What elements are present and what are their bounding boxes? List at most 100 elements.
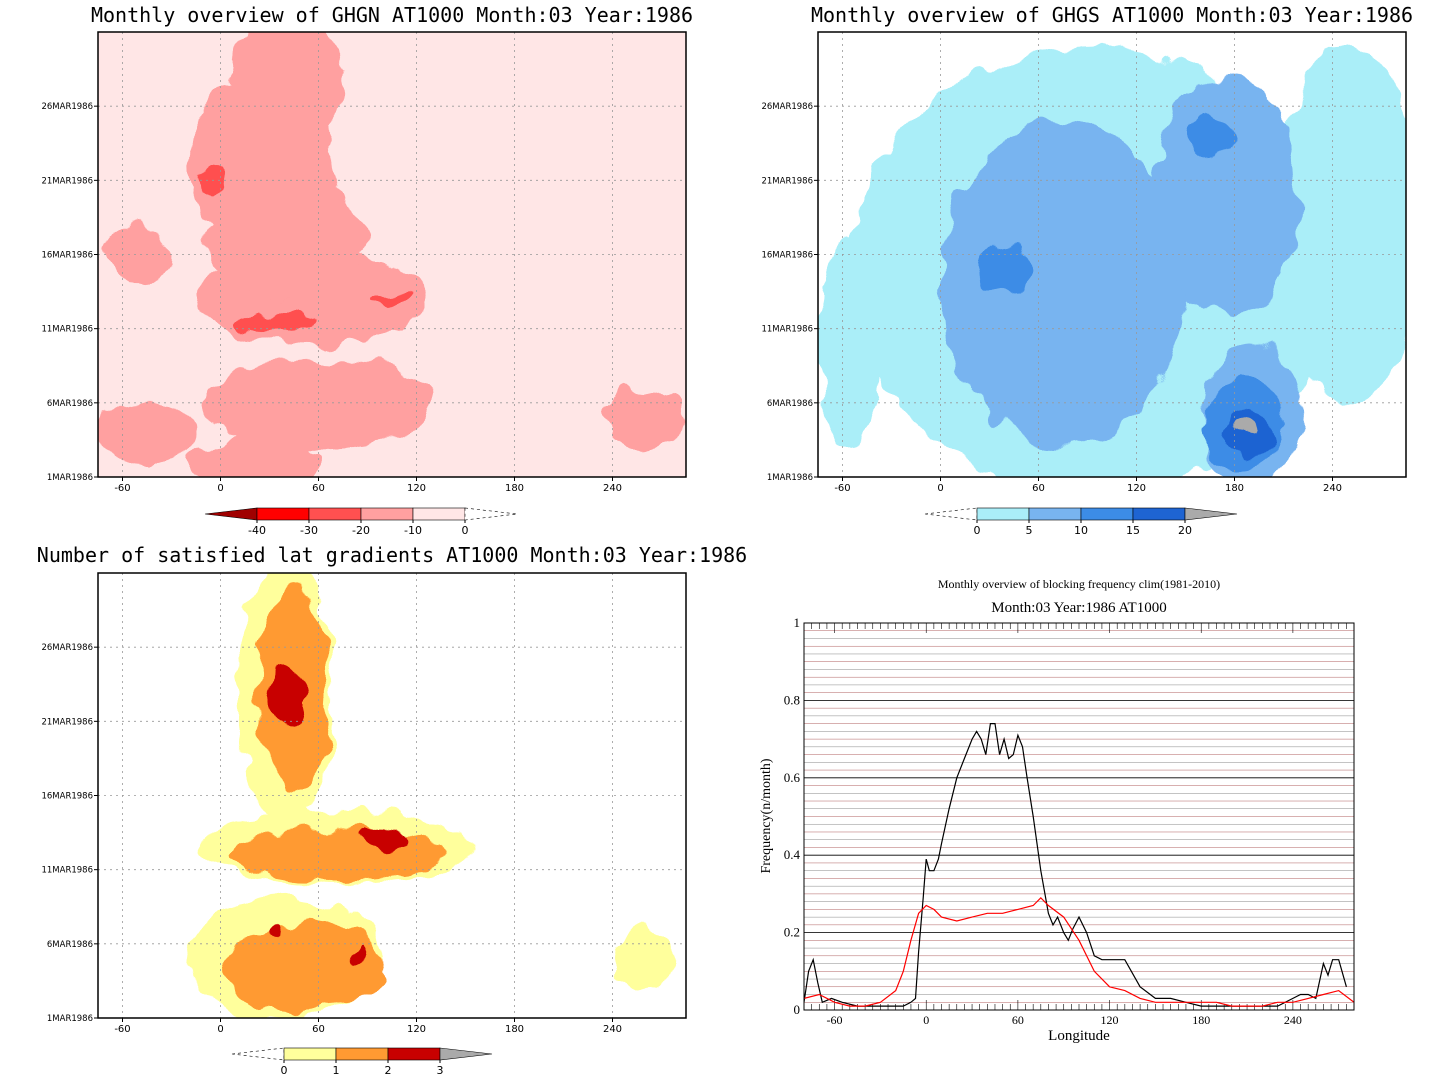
x-tick-label-0: -60 [834, 483, 850, 494]
y-tick-label-5: 26MAR1986 [41, 643, 93, 653]
x-tick-label-2: 60 [312, 1024, 325, 1035]
contour-region-5 [228, 828, 441, 882]
contour-region-3 [204, 180, 368, 299]
ghgn-x-axis: -60 0 60 120 180 240 [114, 477, 622, 494]
colorbar-label-0: 0 [281, 1064, 288, 1077]
colorbar-right-extend [439, 1047, 493, 1061]
lat-gradients-colorbar: 0 1 2 3 [231, 1047, 493, 1077]
line-y-tick-label-1: 0.2 [784, 925, 800, 940]
colorbar-box-0 [976, 507, 1030, 521]
y-tick-label-3: 16MAR1986 [761, 251, 813, 261]
lat-gradients-contours [187, 573, 678, 1018]
colorbar-label-0: -40 [248, 524, 266, 537]
x-tick-label-1: 0 [937, 483, 943, 494]
colorbar-label-3: 3 [437, 1064, 444, 1077]
y-tick-label-5: 26MAR1986 [761, 102, 813, 112]
colorbar-box-1 [308, 507, 362, 521]
x-tick-label-5: 240 [1323, 483, 1342, 494]
contour-region-10 [1231, 420, 1258, 436]
y-tick-label-1: 6MAR1986 [47, 940, 93, 950]
colorbar-label-4: 20 [1178, 524, 1192, 537]
x-tick-label-1: 0 [217, 1024, 223, 1035]
x-tick-label-2: 60 [312, 483, 325, 494]
lat-gradients-title: Number of satisfied lat gradients AT1000… [37, 543, 747, 567]
colorbar-left-extend [204, 507, 258, 521]
lat-gradients-gridlines [98, 573, 686, 1018]
y-tick-label-0: 1MAR1986 [47, 1014, 93, 1024]
contour-region-6 [981, 247, 1031, 292]
line-x-tick-label-2: 60 [1012, 1013, 1024, 1027]
y-tick-label-1: 6MAR1986 [47, 399, 93, 409]
contour-region-3 [612, 929, 678, 989]
panel-blocking-frequency: Monthly overview of blocking frequency c… [759, 577, 1355, 1044]
colorbar-left-extend [924, 507, 978, 521]
y-tick-label-2: 11MAR1986 [41, 866, 93, 876]
y-tick-label-2: 11MAR1986 [761, 325, 813, 335]
lat-gradients-x-axis: -60 0 60 120 180 240 [114, 1018, 622, 1035]
blocking-series [804, 722, 1354, 1007]
contour-region-4 [1152, 76, 1300, 314]
ghgs-title: Monthly overview of GHGS AT1000 Month:03… [811, 3, 1413, 27]
y-tick-label-5: 26MAR1986 [41, 102, 93, 112]
contour-region-7 [269, 669, 303, 729]
ghgs-x-axis: -60 0 60 120 180 240 [834, 477, 1342, 494]
colorbar-label-2: 2 [385, 1064, 392, 1077]
x-tick-label-4: 180 [505, 483, 524, 494]
line-x-tick-label-4: 180 [1192, 1013, 1210, 1027]
contour-region-8 [106, 224, 172, 285]
colorbar-label-3: -10 [404, 524, 422, 537]
x-tick-label-0: -60 [114, 1024, 130, 1035]
colorbar-box-0 [283, 1047, 337, 1061]
y-tick-label-4: 21MAR1986 [761, 176, 813, 186]
y-tick-label-0: 1MAR1986 [47, 473, 93, 483]
contour-region-3 [940, 120, 1186, 448]
colorbar-label-4: 0 [462, 524, 469, 537]
colorbar-box-2 [387, 1047, 441, 1061]
colorbar-label-3: 15 [1126, 524, 1140, 537]
blocking-ylabel: Frequency(n/month) [759, 758, 774, 873]
y-tick-label-3: 16MAR1986 [41, 251, 93, 261]
colorbar-label-2: -20 [352, 524, 370, 537]
colorbar-label-0: 0 [974, 524, 981, 537]
contour-region-6 [98, 402, 196, 463]
colorbar-label-1: -30 [300, 524, 318, 537]
contour-region-8 [359, 828, 409, 852]
ghgn-y-axis: 1MAR1986 6MAR1986 11MAR1986 16MAR1986 21MAR1… [41, 102, 98, 483]
line-y-tick-label-4: 0.8 [784, 692, 800, 707]
contour-region-4 [204, 358, 433, 448]
blocking-xlabel: Longitude [1048, 1028, 1110, 1044]
colorbar-box-2 [360, 507, 414, 521]
colorbar-box-1 [335, 1047, 389, 1061]
colorbar-label-2: 10 [1074, 524, 1088, 537]
y-tick-label-4: 21MAR1986 [41, 717, 93, 727]
line-y-tick-label-3: 0.6 [784, 770, 801, 785]
contour-region-1 [228, 32, 343, 136]
colorbar-left-extend [231, 1047, 285, 1061]
ghgs-gridlines [818, 32, 1406, 477]
contour-region-1 [1275, 46, 1406, 403]
y-tick-label-0: 1MAR1986 [767, 473, 813, 483]
blocking-x-axis: -60 0 60 120 180 240 [827, 1013, 1302, 1027]
x-tick-label-1: 0 [217, 483, 223, 494]
line-y-tick-label-5: 1 [794, 615, 801, 630]
line-x-tick-label-0: -60 [827, 1013, 843, 1027]
colorbar-label-1: 5 [1026, 524, 1033, 537]
contour-region-7 [604, 388, 686, 448]
panel-ghgs: Monthly overview of GHGS AT1000 Month:03… [761, 3, 1413, 537]
x-tick-label-3: 120 [407, 483, 426, 494]
x-tick-label-5: 240 [603, 1024, 622, 1035]
colorbar-box-3 [1132, 507, 1186, 521]
line-x-tick-label-3: 120 [1101, 1013, 1119, 1027]
series-line-1 [804, 896, 1354, 1007]
colorbar-box-2 [1080, 507, 1134, 521]
panel-ghgn: Monthly overview of GHGN AT1000 Month:03… [41, 3, 693, 537]
contour-region-5 [187, 432, 319, 477]
y-tick-label-4: 21MAR1986 [41, 176, 93, 186]
colorbar-right-extend [1184, 507, 1238, 521]
colorbar-box-0 [256, 507, 310, 521]
panel-lat-gradients: Number of satisfied lat gradients AT1000… [37, 543, 747, 1077]
x-tick-label-4: 180 [1225, 483, 1244, 494]
lat-gradients-y-axis: 1MAR1986 6MAR1986 11MAR1986 16MAR1986 21MAR1… [41, 643, 98, 1024]
contour-region-8 [1185, 113, 1235, 159]
